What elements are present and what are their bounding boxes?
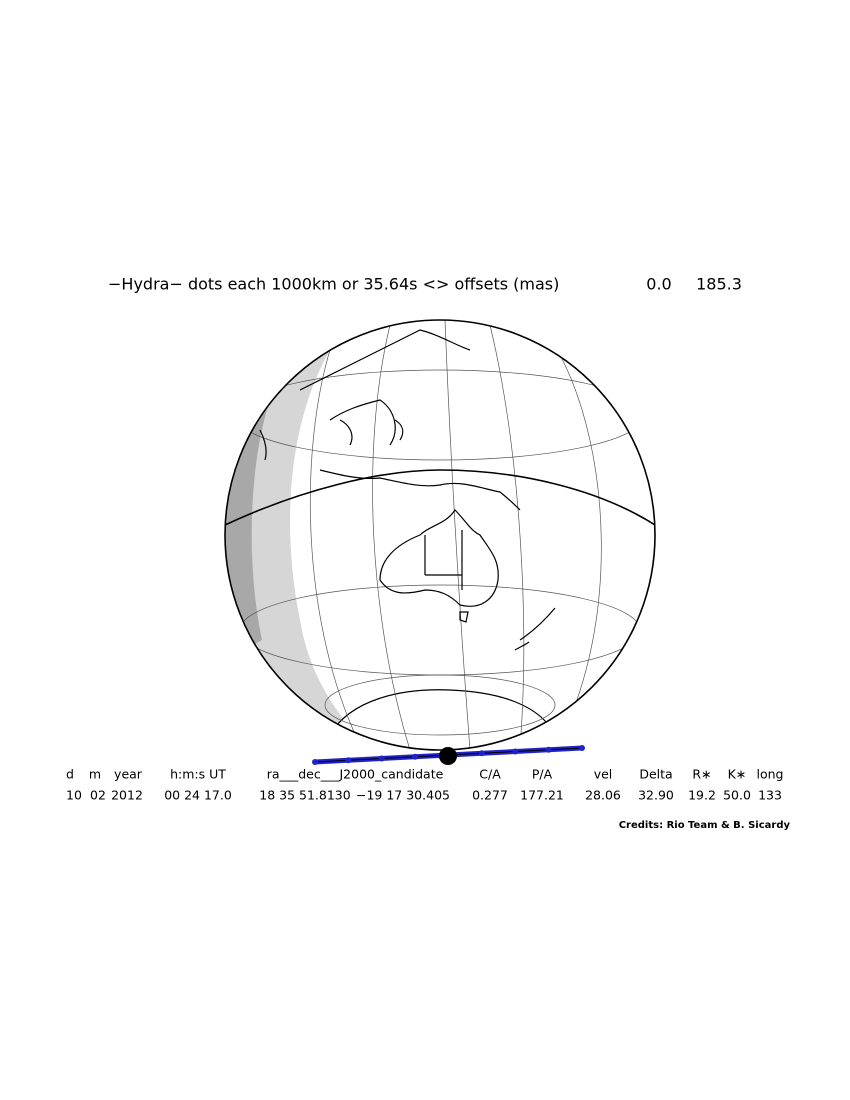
table-value: 28.06	[585, 788, 621, 803]
track-dots	[312, 745, 585, 765]
table-header: K∗	[728, 767, 747, 782]
table-value: 177.21	[520, 788, 564, 803]
table-value: 32.90	[638, 788, 674, 803]
graticule	[234, 320, 646, 750]
track-dot	[378, 755, 385, 762]
table-header: R∗	[692, 767, 711, 782]
track-dot	[312, 759, 318, 765]
track-dot	[545, 746, 552, 753]
closest-approach	[439, 747, 457, 765]
table-header: m	[89, 767, 101, 782]
limb-line	[225, 469, 655, 526]
table-header: C/A	[479, 767, 501, 782]
table-header: h:m:s UT	[170, 767, 226, 782]
track-dot	[345, 757, 352, 764]
table-value: −19 17 30.405	[356, 788, 450, 803]
globe-outline	[224, 319, 656, 751]
track-dot	[478, 750, 485, 757]
table-header: ra___dec___J2000_candidate	[267, 767, 444, 782]
track-dot	[579, 745, 585, 751]
table-header: Delta	[639, 767, 672, 782]
credits: Credits: Rio Team & B. Sicardy	[619, 820, 791, 831]
globe	[224, 319, 656, 751]
offset-y: 185.3	[696, 275, 742, 294]
table-value: 00 24 17.0	[164, 788, 232, 803]
table-value: 50.0	[723, 788, 751, 803]
title: −Hydra− dots each 1000km or 35.64s <> of…	[108, 275, 559, 294]
table-header: d	[66, 767, 74, 782]
occultation-track	[312, 745, 585, 765]
table-value: 19.2	[688, 788, 716, 803]
table-header: vel	[594, 767, 613, 782]
table-header: P/A	[532, 767, 553, 782]
table-value: 2012	[111, 788, 143, 803]
globe-disc	[225, 320, 655, 750]
track-dot	[412, 753, 419, 760]
table-header: year	[114, 767, 143, 782]
table-value: 133	[758, 788, 782, 803]
table-value: 10	[66, 788, 82, 803]
table-value: 18 35 51.8130	[259, 788, 350, 803]
offset-x: 0.0	[646, 275, 671, 294]
track-dot	[512, 748, 519, 755]
table-header: long	[757, 767, 784, 782]
event-table: d m year h:m:s UT ra___dec___J2000_candidate…	[66, 767, 783, 803]
coastlines	[259, 329, 556, 651]
table-value: 0.277	[472, 788, 508, 803]
table-value: 02	[90, 788, 106, 803]
